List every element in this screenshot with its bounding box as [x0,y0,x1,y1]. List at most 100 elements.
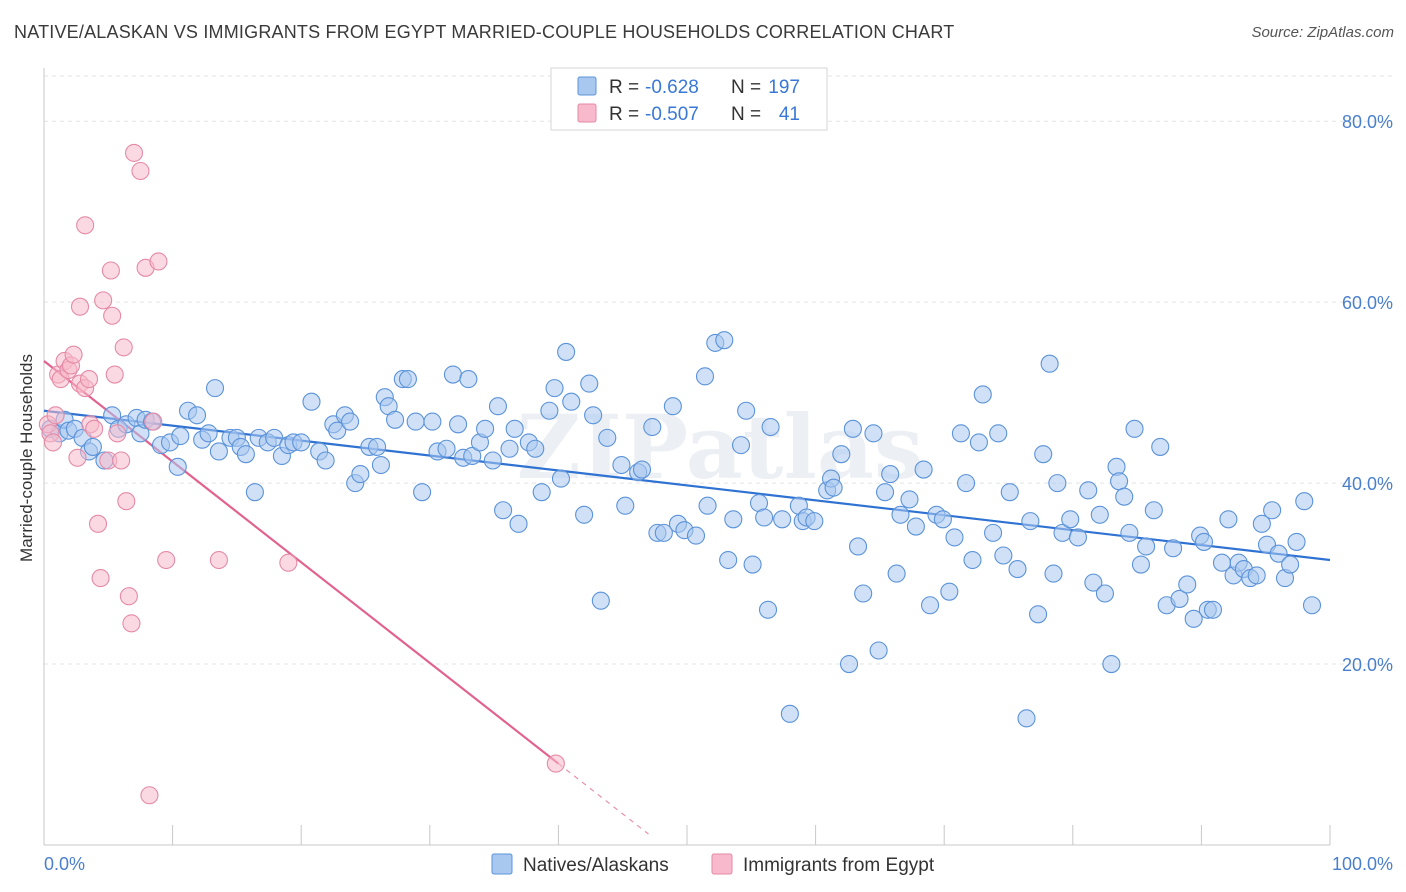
native-point [854,584,873,603]
native-point [1263,501,1282,520]
native-point [1021,512,1040,531]
native-point [805,512,824,531]
native-point [1000,483,1019,502]
native-point [891,505,910,524]
series-immigrants-from-egypt [38,143,565,805]
native-point [616,496,635,515]
native-point [755,508,774,527]
egypt-point [112,451,131,470]
native-point [839,655,859,674]
native-point [1131,555,1151,574]
native-point [557,342,576,361]
egypt-point [117,492,136,511]
native-point [719,550,738,570]
native-point [500,439,519,458]
native-point [875,483,895,502]
egypt-point [209,550,228,570]
native-point [236,445,255,464]
egypt-point [64,345,83,364]
egypt-point [105,365,124,384]
native-point [386,410,405,429]
gridlines [44,75,1393,665]
native-point [265,428,284,447]
native-point [724,510,743,529]
native-point [526,439,545,458]
native-point [341,412,360,431]
native-point [1040,354,1059,373]
native-point [1302,596,1322,615]
native-point [940,582,959,601]
native-point [575,505,594,524]
native-point [984,523,1003,542]
native-point [933,510,952,529]
native-point [437,439,456,458]
egypt-point [157,550,176,570]
native-point [423,412,442,431]
egypt-point [88,514,108,533]
native-point [848,537,868,556]
legend-swatch-pink [577,103,597,123]
native-point [906,517,925,536]
native-point [921,596,940,615]
y-tick-label: 20.0% [1342,655,1393,675]
native-point [406,412,425,431]
watermark: ZIPatlas [517,395,924,499]
legend-n-label-2: N = [731,104,761,125]
axes [43,68,1331,846]
legend-r-value-2: -0.507 [645,104,699,125]
native-point [1029,605,1048,624]
native-point [505,419,524,438]
native-point [1281,555,1300,574]
native-point [1252,514,1271,533]
data-points [38,143,1322,805]
native-point [698,496,717,515]
native-point [1151,437,1170,456]
native-point [476,419,495,438]
native-point [654,523,673,542]
series-natives-alaskans [41,331,1322,728]
native-point [1048,474,1067,493]
y-tick-label: 40.0% [1342,474,1393,494]
native-point [1287,532,1306,551]
native-point [900,490,919,509]
native-point [887,564,906,583]
native-point [302,392,321,411]
native-point [1247,566,1266,585]
native-point [292,433,311,452]
x-tick-label-min: 0.0% [44,854,85,874]
native-point [951,424,970,443]
x-tick-label-max: 100.0% [1332,854,1393,874]
native-point [761,417,780,437]
native-point [1115,487,1134,506]
native-point [743,555,762,574]
legend-n-value-1: 197 [768,77,800,98]
native-point [869,641,888,660]
native-point [540,401,559,420]
egypt-point [85,419,104,438]
native-point [316,451,335,470]
legend-swatch-blue [577,76,597,96]
egypt-point [70,297,90,316]
source-credit: Source: ZipAtlas.com [1251,24,1394,41]
egypt-point [94,291,113,310]
native-point [1110,472,1129,491]
native-point [1120,523,1139,542]
legend-n-label-1: N = [731,77,761,98]
egypt-point [43,433,63,452]
native-point [663,397,682,416]
legend-r-value-1: -0.628 [645,77,699,98]
legend-r-label-1: R = [609,77,639,98]
egypt-point [108,424,127,443]
egypt-point [103,306,122,325]
legend-r-label-2: R = [609,104,639,125]
native-point [737,401,756,420]
egypt-point [119,587,138,606]
native-point [969,433,988,452]
native-point [686,526,706,545]
native-point [368,437,387,456]
egypt-point [68,448,87,467]
native-point [245,483,264,502]
native-point [562,392,581,411]
bottom-legend-label-blue: Natives/Alaskans [523,855,669,876]
